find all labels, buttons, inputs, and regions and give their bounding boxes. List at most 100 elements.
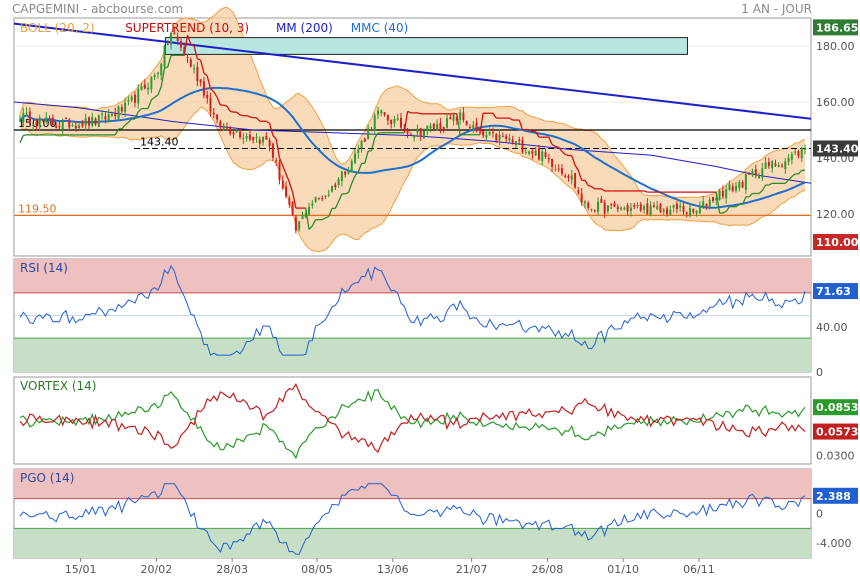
pgo-low-zone [14,528,811,558]
candle-body [784,161,787,170]
candle-body [468,127,471,129]
candle-body [767,161,770,166]
candle-body [787,157,790,163]
candle-body [45,117,48,122]
rsi-ytick-1: 40.00 [816,321,848,334]
vortex-ytick-0: 0.0300 [816,449,855,462]
supertrend-segment [160,68,166,87]
candle-body [32,124,35,126]
supertrend-segment [137,108,142,113]
candle-body [514,141,517,146]
candle-body [81,122,84,127]
x-label-3: 08/05 [301,563,333,576]
pgo-badge [813,487,858,504]
candle-body [679,205,682,208]
x-label-6: 26/08 [532,563,564,576]
supertrend-segment [643,190,648,193]
candle-body [705,203,708,207]
candle-body [340,171,343,181]
supertrend-segment [164,66,169,69]
supertrend-segment [338,193,343,202]
pgo-title: PGO (14) [20,471,74,485]
candle-body [639,204,642,211]
x-label-0: 15/01 [65,563,97,576]
price-legend-0: BOLL (20, 2) [20,21,95,35]
supertrend-segment [407,110,412,114]
supertrend-segment [249,116,254,119]
price-badge-1 [813,140,858,157]
candle-body [252,136,255,141]
candle-body [715,197,718,201]
candle-body [268,140,271,146]
supertrend-segment [344,192,349,195]
candle-body [285,186,288,197]
candle-body [478,128,481,131]
candle-body [143,84,146,89]
candle-body [360,140,363,149]
bollinger-upper [19,6,806,199]
supertrend-segment [528,129,533,133]
supertrend-segment [311,219,317,227]
candle-body [101,113,104,115]
candle-body [698,206,701,214]
bollinger-lower [19,106,806,253]
supertrend-segment [509,117,514,121]
candle-body [212,112,215,115]
candle-body [160,64,163,75]
supertrend-segment [374,132,379,139]
candle-body [597,201,600,212]
x-label-2: 28/03 [216,563,248,576]
supertrend-segment [571,155,576,166]
candle-body [636,205,639,207]
candle-body [350,160,353,173]
supertrend-segment [193,45,198,59]
candle-body [725,189,728,199]
candle-body [331,186,334,192]
candle-body [475,122,478,131]
price-badge-2 [813,234,858,250]
candle-body [675,203,678,210]
supertrend-segment [758,190,763,194]
candle-body [728,184,731,190]
candle-body [669,209,672,215]
candle-body [232,132,235,135]
candle-body [186,57,189,59]
candle-body [656,206,659,210]
vortex-positive-line [19,389,806,460]
candle-body [547,158,550,160]
candle-body [662,209,665,213]
candle-body [804,148,806,150]
candle-body [472,125,475,130]
candle-body [413,135,416,138]
supertrend-segment [213,91,218,98]
candle-body [87,117,90,126]
candle-body [275,160,278,162]
candle-body [781,165,784,167]
candle-body [564,175,567,177]
price-badge-label-2: 110.00 [816,236,859,249]
candle-body [110,113,113,116]
supertrend-segment [127,118,133,123]
candle-body [130,96,133,101]
supertrend-segment [167,55,172,68]
rsi-title: RSI (14) [20,261,68,275]
candle-body [396,118,399,120]
candle-body [354,153,357,163]
supertrend-segment [479,113,484,135]
candle-body [173,32,176,35]
candle-body [367,128,370,139]
candle-body [541,151,544,162]
candle-body [485,134,488,138]
supertrend-segment [121,124,126,130]
candle-body [649,205,652,216]
supertrend-segment [347,183,353,193]
candle-body [537,147,540,160]
candle-body [248,134,251,140]
supertrend-segment [203,72,208,77]
supertrend-segment [288,181,294,193]
candle-body [347,170,350,174]
supertrend-segment [134,111,139,120]
hline-label-1: 119.50 [18,202,57,215]
pgo-ytick-1: -4.000 [816,537,851,550]
period-label: 1 AN - JOUR [741,2,812,16]
